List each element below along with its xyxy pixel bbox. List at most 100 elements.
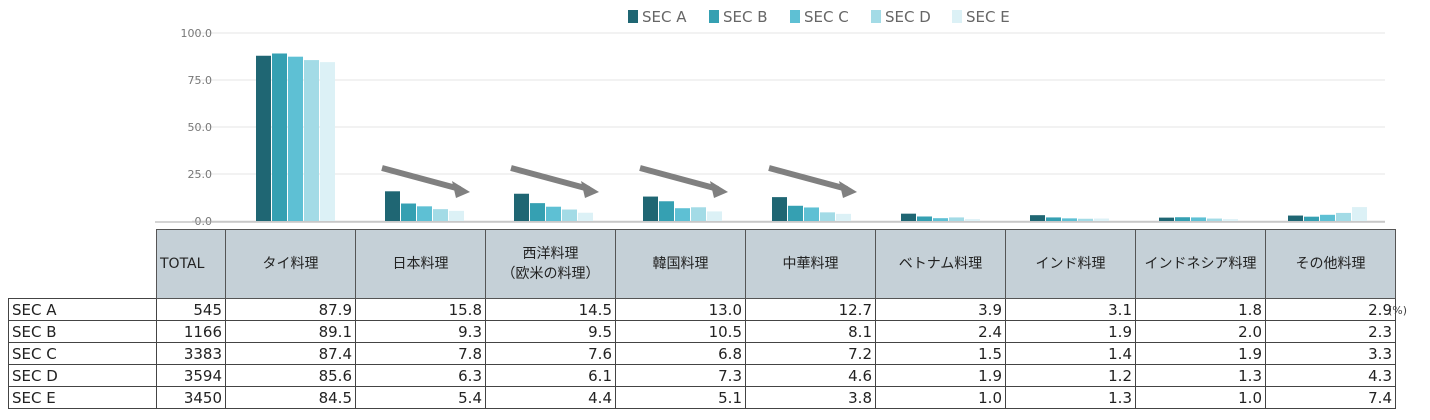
bar-sec-a <box>1288 215 1303 221</box>
bar-sec-e <box>1223 219 1238 221</box>
cell-total: 3450 <box>156 386 226 409</box>
arrow-shaft <box>768 165 848 192</box>
arrow-shaft <box>381 165 461 192</box>
cell-value: 6.1 <box>485 364 616 387</box>
bar-sec-a <box>1159 217 1174 221</box>
cell-value: 7.6 <box>485 342 616 365</box>
legend-swatch <box>628 10 638 23</box>
legend-swatch <box>952 10 962 23</box>
cell-value: 6.3 <box>355 364 486 387</box>
cell-value: 3.8 <box>745 386 876 409</box>
cell-value: 13.0 <box>615 298 746 321</box>
header-category: インド料理 <box>1005 229 1136 299</box>
bar-sec-a <box>643 196 658 221</box>
arrow-head-icon <box>581 181 599 198</box>
y-tick-label: 75.0 <box>188 74 213 87</box>
bar-sec-c <box>417 206 432 221</box>
row-label: SEC E <box>8 386 157 409</box>
bar-sec-b <box>401 203 416 221</box>
table-row: SEC B 1166 89.1 9.3 9.5 10.5 8.1 2.4 1.9 2.0 2.3 <box>8 320 1396 343</box>
arrow-head-icon <box>839 181 857 198</box>
bar-sec-c <box>546 206 561 221</box>
table-row: SEC C 3383 87.4 7.8 7.6 6.8 7.2 1.5 1.4 1.9 3.3 <box>8 342 1396 365</box>
cell-value: 1.4 <box>1005 342 1136 365</box>
cell-value: 7.2 <box>745 342 876 365</box>
legend-label: SEC B <box>723 8 768 26</box>
cell-value: 1.9 <box>875 364 1006 387</box>
cell-value: 1.2 <box>1005 364 1136 387</box>
legend-swatch <box>871 10 881 23</box>
cell-value: 14.5 <box>485 298 616 321</box>
bar-sec-e <box>320 62 335 221</box>
cell-value: 89.1 <box>225 320 356 343</box>
header-category: 日本料理 <box>355 229 486 299</box>
bar-sec-c <box>1191 217 1206 221</box>
unit-label: (%) <box>1388 304 1408 317</box>
cell-value: 1.0 <box>1135 386 1266 409</box>
legend-swatch <box>709 10 719 23</box>
bar-sec-d <box>691 207 706 221</box>
legend-label: SEC A <box>642 8 687 26</box>
cell-value: 87.9 <box>225 298 356 321</box>
cell-value: 3.9 <box>875 298 1006 321</box>
arrow-shaft <box>639 165 719 192</box>
cell-value: 12.7 <box>745 298 876 321</box>
cell-value: 1.9 <box>1135 342 1266 365</box>
bar-sec-d <box>562 209 577 221</box>
bar-sec-c <box>675 208 690 221</box>
bar-sec-b <box>1304 216 1319 221</box>
cell-value: 4.4 <box>485 386 616 409</box>
cell-value: 4.3 <box>1265 364 1396 387</box>
cell-value: 10.5 <box>615 320 746 343</box>
bar-sec-a <box>901 213 916 221</box>
header-category: 西洋料理 （欧米の料理） <box>485 229 616 299</box>
cell-value: 5.4 <box>355 386 486 409</box>
cell-total: 3383 <box>156 342 226 365</box>
table-row: SEC A 545 87.9 15.8 14.5 13.0 12.7 3.9 3.1 1.8 2.9 <box>8 298 1396 321</box>
cell-value: 8.1 <box>745 320 876 343</box>
cell-value: 1.3 <box>1135 364 1266 387</box>
cell-value: 84.5 <box>225 386 356 409</box>
bar-sec-a <box>514 193 529 221</box>
bar-sec-d <box>949 217 964 221</box>
y-tick-label: 50.0 <box>188 121 213 134</box>
legend-label: SEC D <box>885 8 931 26</box>
arrow-head-icon <box>452 181 470 198</box>
cell-total: 1166 <box>156 320 226 343</box>
bar-sec-c <box>288 56 303 221</box>
arrow-head-icon <box>710 181 728 198</box>
header-category: タイ料理 <box>225 229 356 299</box>
cell-value: 1.0 <box>875 386 1006 409</box>
cell-value: 2.4 <box>875 320 1006 343</box>
header-category: その他料理 <box>1265 229 1396 299</box>
cell-value: 7.3 <box>615 364 746 387</box>
cell-total: 545 <box>156 298 226 321</box>
bar-sec-d <box>1078 218 1093 221</box>
bar-sec-b <box>788 205 803 221</box>
cell-value: 1.8 <box>1135 298 1266 321</box>
header-total: TOTAL <box>156 229 226 299</box>
row-label: SEC D <box>8 364 157 387</box>
cell-value: 15.8 <box>355 298 486 321</box>
table-row: SEC E 3450 84.5 5.4 4.4 5.1 3.8 1.0 1.3 1.0 7.4 <box>8 386 1396 409</box>
header-category: 中華料理 <box>745 229 876 299</box>
bar-sec-a <box>1030 215 1045 221</box>
cell-value: 85.6 <box>225 364 356 387</box>
bar-sec-c <box>1320 214 1335 221</box>
bar-sec-e <box>578 212 593 221</box>
bar-sec-d <box>1207 218 1222 221</box>
bar-sec-b <box>272 53 287 221</box>
table-row: SEC D 3594 85.6 6.3 6.1 7.3 4.6 1.9 1.2 1.3 4.3 <box>8 364 1396 387</box>
cell-value: 9.5 <box>485 320 616 343</box>
cell-value: 1.5 <box>875 342 1006 365</box>
cell-value: 2.3 <box>1265 320 1396 343</box>
bar-sec-b <box>1175 217 1190 221</box>
header-category: インドネシア料理 <box>1135 229 1266 299</box>
cell-value: 7.4 <box>1265 386 1396 409</box>
cell-value: 1.3 <box>1005 386 1136 409</box>
legend-label: SEC C <box>804 8 849 26</box>
bar-sec-a <box>256 55 271 221</box>
bar-sec-e <box>1094 218 1109 221</box>
blank-header <box>8 229 157 299</box>
